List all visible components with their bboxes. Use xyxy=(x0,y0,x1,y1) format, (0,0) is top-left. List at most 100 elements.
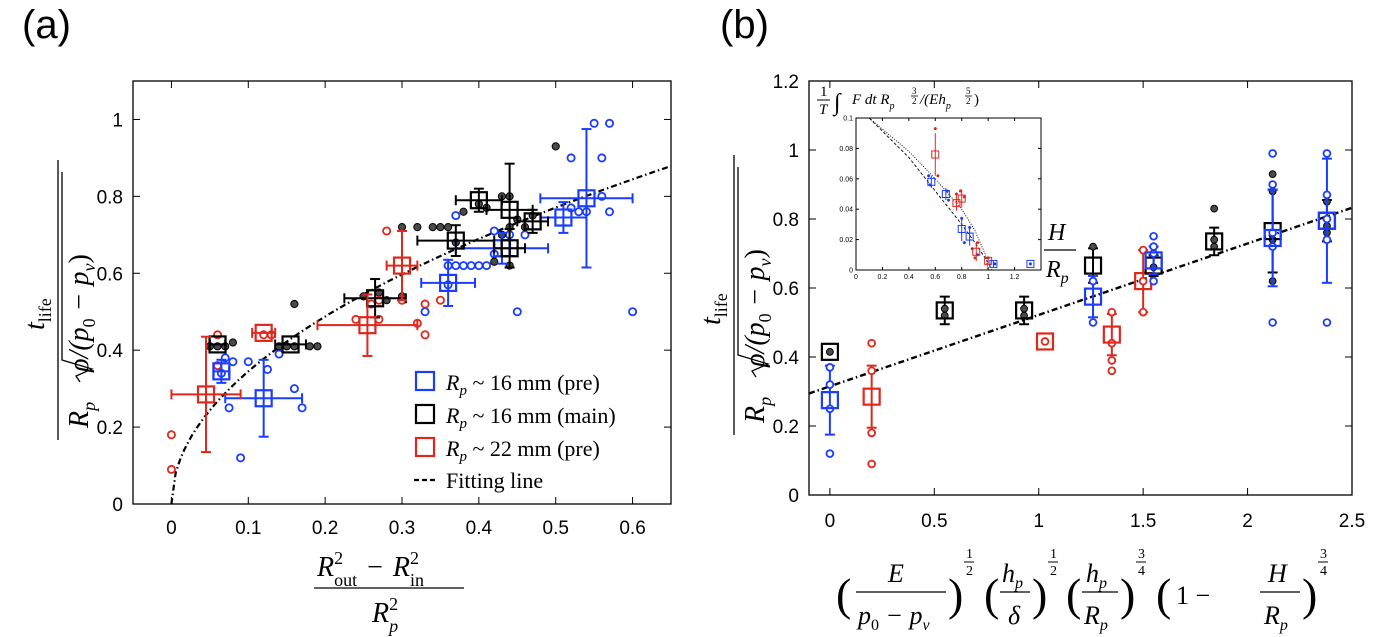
inset-exp2-den: 2 xyxy=(966,96,971,106)
data-point-pre16 xyxy=(1268,180,1277,189)
data-point-pre16 xyxy=(597,153,607,163)
x-tick-label: 0.6 xyxy=(619,518,645,539)
legend-label-pre16: Rp ~ 16 mm (pre) xyxy=(445,370,600,399)
data-point-main16 xyxy=(413,223,422,232)
inset-title-tail: /(Ehp xyxy=(919,92,951,112)
data-point-pre16 xyxy=(605,207,615,217)
data-point-pre16 xyxy=(1149,231,1158,241)
x-tick-label: 0.2 xyxy=(312,518,338,539)
inset-mean-pre16 xyxy=(965,232,974,241)
legend-swatch-main16 xyxy=(414,403,436,425)
data-point-pre16 xyxy=(589,118,599,128)
xlabel-b-t3-num: hp xyxy=(1086,559,1107,592)
inset-dot-pre16 xyxy=(962,241,966,245)
data-point-main16 xyxy=(1210,204,1219,213)
inset-dot-pre16 xyxy=(993,262,997,266)
inset-data xyxy=(927,127,1035,268)
xlabel-b-exp3-den: 4 xyxy=(1138,564,1145,579)
y-tick-label: 0.2 xyxy=(773,417,799,438)
panel-label-b: (b) xyxy=(720,3,769,47)
inset-ticks: 0 0.2 0.4 0.6 0.8 1 1.2 0 0.02 0.04 0.06 0.08 0.1 xyxy=(839,116,1041,281)
panel-label-a: (a) xyxy=(22,3,71,47)
x-tick-label: 0.1 xyxy=(235,518,261,539)
x-tick-label: 0 xyxy=(166,518,177,539)
inset-dot-pre22 xyxy=(973,256,977,260)
legend-label-fit: Fitting line xyxy=(446,468,543,493)
panel-a-ticks: 0 0.1 0.2 0.3 0.4 0.5 0.6 0 0.2 0.4 0.6 0.8 1 xyxy=(97,81,671,539)
inset-dot-pre22 xyxy=(958,189,962,193)
x-tick-label: 1.2 xyxy=(1010,274,1020,281)
panel-b-fitting-line xyxy=(808,206,1353,395)
data-point-pre16 xyxy=(228,357,238,367)
panel-b-inset: 0 0.2 0.4 0.6 0.8 1 1.2 0 0.02 0.04 0.06 0.08 0.1 1 … xyxy=(817,84,1042,281)
data-point-pre16 xyxy=(1322,235,1332,245)
data-point-pre16 xyxy=(262,364,272,374)
data-point-main16 xyxy=(305,342,314,351)
data-point-pre16 xyxy=(1322,318,1332,327)
data-point-pre16 xyxy=(1149,242,1158,251)
mean-marker-main16 xyxy=(446,231,465,250)
mean-marker-pre16 xyxy=(820,391,839,410)
mean-marker-pre22 xyxy=(392,256,412,275)
data-point-pre16 xyxy=(243,357,253,367)
data-point-pre16 xyxy=(825,363,835,372)
mean-marker-main16 xyxy=(935,301,954,320)
data-point-pre16 xyxy=(566,153,576,163)
inset-title-frac-den: T xyxy=(819,102,829,118)
panel-a-xlabel: R2 out − R2 in R2 p xyxy=(314,548,464,636)
inset-title-frac-num: 1 xyxy=(820,84,828,100)
inset-mean-pre16 xyxy=(989,259,998,268)
xlabel-b-paren-close-2: ) xyxy=(1032,569,1047,620)
data-point-main16 xyxy=(428,223,437,232)
data-point-main16 xyxy=(490,257,499,266)
fitting-line-a xyxy=(170,165,672,505)
data-point-pre16 xyxy=(474,261,484,271)
panel-b-ticks: 0 0.5 1 1.5 2 2.5 0 0.2 0.4 0.6 0.8 1 1.2 xyxy=(773,72,1366,532)
data-point-pre16 xyxy=(1322,214,1332,224)
panel-a-ylabel: tlife Rpρ/(p0 − pv) xyxy=(20,160,99,440)
data-point-pre16 xyxy=(574,207,584,217)
inset-mean-pre16 xyxy=(941,190,950,198)
data-point-pre16 xyxy=(458,261,468,271)
y-tick-label: 0.4 xyxy=(773,348,800,369)
panel-a-legend: Rp ~ 16 mm (pre) Rp ~ 16 mm (main) Rp ~ … xyxy=(414,370,616,493)
x-tick-label: 0 xyxy=(825,511,836,532)
inset-dot-pre22 xyxy=(936,174,940,178)
data-point-pre22 xyxy=(420,299,430,309)
inset-title-close: ) xyxy=(974,92,979,108)
panel-b-xlabel: ( E p0 − pv ) 1 2 ( hp δ ) 1 2 ( hp Rp )… xyxy=(836,547,1328,634)
mean-marker-pre16 xyxy=(439,273,458,292)
data-point-pre16 xyxy=(825,449,835,458)
data-point-pre16 xyxy=(520,230,530,240)
x-tick-label: 0 xyxy=(854,274,858,281)
legend-label-pre22: Rp ~ 22 mm (pre) xyxy=(445,436,600,465)
x-tick-label: 2.5 xyxy=(1339,511,1365,532)
y-tick-label: 0.4 xyxy=(97,341,124,362)
y-tick-label: 0.2 xyxy=(97,418,123,439)
xlabel-b-t4-num: H xyxy=(1267,559,1288,588)
data-point-pre22 xyxy=(1107,366,1117,376)
xlabel-a-denominator: R2 p xyxy=(371,594,398,636)
xlabel-b-t3-den: Rp xyxy=(1083,601,1108,634)
data-point-main16 xyxy=(290,299,299,309)
mean-marker-main16 xyxy=(1205,232,1224,251)
y-tick-label: 1 xyxy=(788,141,799,162)
data-point-pre22 xyxy=(1138,307,1148,317)
xlabel-b-t2-den: δ xyxy=(1008,601,1021,630)
x-tick-label: 0.6 xyxy=(930,274,940,281)
x-tick-label: 0.2 xyxy=(878,274,888,281)
data-point-pre22 xyxy=(382,226,392,236)
mean-marker-pre16 xyxy=(212,362,231,381)
mean-marker-pre16 xyxy=(577,189,596,208)
data-point-pre16 xyxy=(236,453,246,463)
xlabel-b-t4-one-minus: 1 − xyxy=(1176,581,1210,610)
data-point-pre16 xyxy=(482,261,492,271)
mean-marker-main16 xyxy=(469,191,488,210)
data-point-pre16 xyxy=(628,307,638,317)
mean-marker-main16 xyxy=(1015,301,1034,320)
panel-b-chart: 0 0.5 1 1.5 2 2.500.20.40.60.811.2 H Rp 0 0.2 0… xyxy=(696,72,1365,634)
y-tick-label: 1.2 xyxy=(773,72,799,93)
inset-mean-pre22 xyxy=(957,194,966,203)
x-tick-label: 0.3 xyxy=(389,518,415,539)
